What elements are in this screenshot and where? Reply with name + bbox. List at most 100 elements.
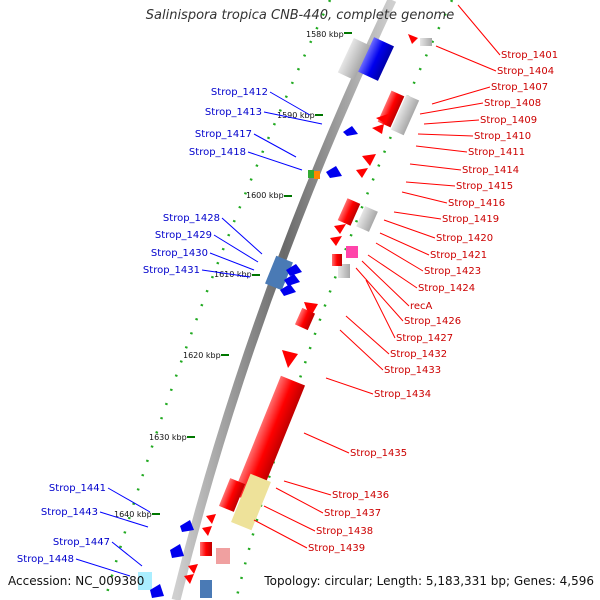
cog-cyan-block	[138, 572, 152, 590]
gene-label-left: Strop_1417	[195, 129, 252, 140]
gene-label-left: Strop_1412	[211, 87, 268, 98]
gene-label-right: Strop_1419	[442, 214, 499, 225]
gene-label-left: Strop_1428	[163, 213, 220, 224]
gene-label-right: Strop_1436	[332, 490, 389, 501]
gene-leader-line	[253, 519, 308, 549]
gene-leader-line	[431, 86, 491, 105]
gene-label-right: Strop_1421	[430, 250, 487, 261]
forward-gene-arrow	[304, 302, 318, 318]
gene-leader-line	[263, 505, 316, 532]
label-layer: Strop_1412 Strop_1413 Strop_1417 Strop_1418…	[17, 4, 558, 577]
gene-label-right: Strop_1423	[424, 266, 481, 277]
gene-leader-line	[247, 151, 303, 171]
reverse-gene-arrow	[180, 520, 194, 532]
gene-label-left: Strop_1431	[143, 265, 200, 276]
forward-gene-arrow	[356, 168, 368, 178]
gene-leader-line	[303, 432, 350, 454]
gene-label-left: Strop_1441	[49, 483, 106, 494]
gene-label-left: Strop_1413	[205, 107, 262, 118]
gene-label-right: Strop_1435	[350, 448, 407, 459]
forward-gene-arrow	[372, 124, 384, 134]
gene-leader-line	[213, 234, 259, 263]
forward-gene-arrow	[184, 574, 194, 584]
topology-text: Topology: circular; Length: 5,183,331 bp…	[264, 574, 594, 588]
gene-leader-line	[339, 329, 384, 371]
forward-gene-arrow	[206, 514, 216, 524]
reverse-gene-arrow	[286, 264, 302, 276]
scale-label: 1630 kbp	[149, 433, 187, 442]
gene-label-right: Strop_1434	[374, 389, 431, 400]
gene-leader-line	[355, 267, 404, 322]
cog-yellow-block	[231, 473, 271, 531]
forward-gene-arrow	[362, 154, 376, 166]
gene-label-right: Strop_1426	[404, 316, 461, 327]
cog-green-block	[308, 170, 314, 178]
gene-label-right: Strop_1424	[418, 283, 475, 294]
gene-label-right: Strop_1437	[324, 508, 381, 519]
reverse-gene-arrow	[170, 544, 184, 558]
cog-magenta-block	[346, 246, 358, 258]
gene-leader-line	[383, 219, 436, 239]
gene-leader-line	[263, 111, 323, 125]
gene-leader-line	[99, 511, 149, 528]
gene-label-right: Strop_1420	[436, 233, 493, 244]
gene-label-right: Strop_1409	[480, 115, 537, 126]
gene-leader-line	[435, 45, 497, 72]
forward-gene-block	[332, 254, 342, 266]
forward-gene-arrow	[188, 564, 198, 574]
gene-leader-line	[107, 487, 151, 513]
cog-gray-block	[338, 264, 350, 278]
gene-label-right: Strop_1411	[468, 147, 525, 158]
reverse-gene-block	[358, 37, 394, 81]
gene-leader-line	[269, 91, 311, 116]
gene-leader-line	[405, 181, 456, 187]
cog-steel-block	[200, 580, 212, 598]
gene-label-right: Strop_1439	[308, 543, 365, 554]
gene-label-right: Strop_1432	[390, 349, 447, 360]
gene-leader-line	[361, 260, 410, 307]
forward-gene-arrow	[202, 526, 212, 536]
genome-backbone	[171, 0, 397, 600]
gene-label-right: Strop_1407	[491, 82, 548, 93]
scale-label: 1620 kbp	[183, 351, 221, 360]
cog-gray-block	[356, 206, 378, 232]
gene-leader-line	[379, 232, 430, 256]
gene-label-right: Strop_1404	[497, 66, 554, 77]
gene-leader-line	[221, 217, 263, 255]
gene-label-left: Strop_1443	[41, 507, 98, 518]
gene-label-left: Strop_1448	[17, 554, 74, 565]
reverse-gene-arrow	[150, 584, 164, 598]
cog-gray-block	[390, 94, 420, 136]
scale-label: 1640 kbp	[114, 510, 152, 519]
feature-layer	[138, 34, 432, 598]
gene-leader-line	[415, 145, 468, 153]
gene-label-right: Strop_1408	[484, 98, 541, 109]
gene-leader-line	[209, 252, 255, 271]
gene-label-left: Strop_1429	[155, 230, 212, 241]
forward-gene-arrow	[334, 224, 346, 234]
gene-leader-line	[409, 163, 462, 171]
gene-leader-line	[375, 242, 424, 272]
gene-label-left: Strop_1430	[151, 248, 208, 259]
gene-leader-line	[345, 315, 390, 355]
gene-leader-line	[423, 119, 480, 125]
forward-gene-block	[232, 375, 306, 505]
gene-leader-line	[457, 4, 501, 56]
forward-gene-block	[218, 478, 246, 512]
cog-gray-block	[337, 37, 371, 81]
forward-gene-arrow	[282, 350, 298, 368]
forward-gene-block	[337, 198, 361, 226]
gene-leader-line	[417, 133, 474, 137]
forward-gene-arrow	[376, 114, 388, 124]
reverse-gene-arrow	[284, 274, 300, 286]
reverse-gene-arrow	[280, 284, 296, 296]
scale-label: 1580 kbp	[306, 30, 344, 39]
gene-leader-line	[419, 102, 484, 115]
gene-leader-line	[111, 541, 143, 567]
gene-label-right: Strop_1438	[316, 526, 373, 537]
gene-label-right: Strop_1401	[501, 50, 558, 61]
gene-label-right: Strop_1410	[474, 131, 531, 142]
scale-label: 1600 kbp	[246, 191, 284, 200]
